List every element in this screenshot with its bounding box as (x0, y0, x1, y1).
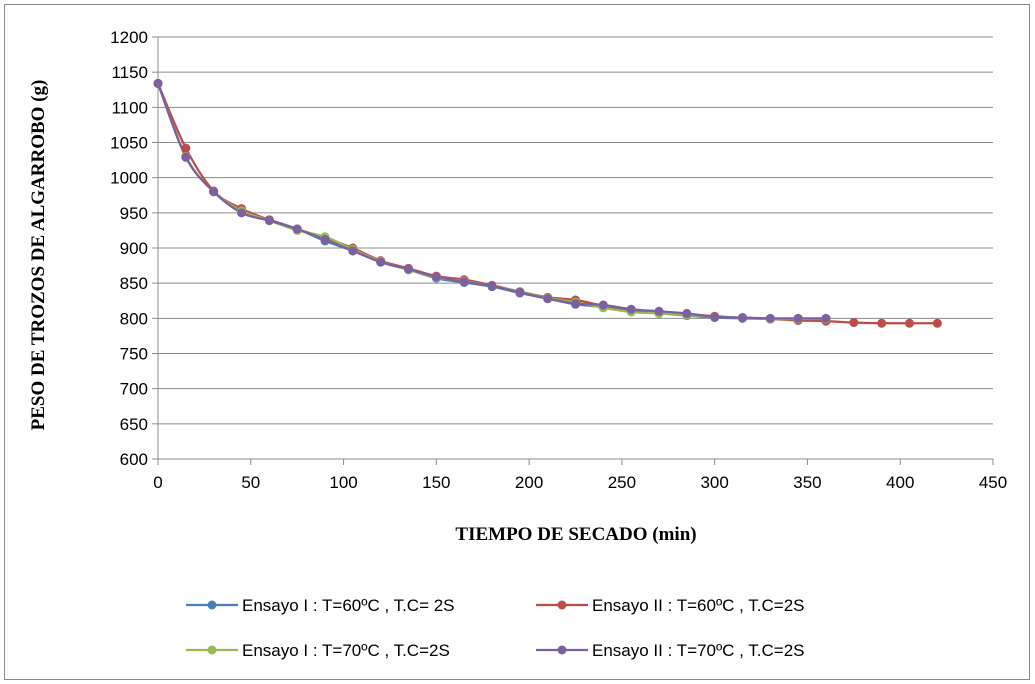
data-point-series-4 (515, 287, 525, 297)
legend-label: Ensayo I : T=60ºC , T.C= 2S (242, 596, 455, 615)
data-point-series-4 (376, 257, 386, 267)
data-point-series-4 (793, 313, 803, 323)
data-point-series-4 (682, 308, 692, 318)
y-tick-label: 1000 (110, 169, 148, 188)
data-point-series-4 (765, 313, 775, 323)
x-tick-label: 100 (329, 473, 357, 492)
series-points (153, 78, 942, 328)
data-point-series-4 (543, 294, 553, 304)
data-point-series-4 (181, 152, 191, 162)
data-point-series-4 (209, 187, 219, 197)
y-tick-label: 1100 (111, 98, 148, 117)
x-tick-label: 200 (515, 473, 543, 492)
gridlines (152, 36, 993, 460)
data-point-series-4 (459, 277, 469, 287)
y-tick-label: 1200 (110, 28, 148, 47)
legend-item-4: Ensayo II : T=70ºC , T.C=2S (536, 641, 805, 660)
data-point-series-4 (431, 272, 441, 282)
data-point-series-4 (292, 224, 302, 234)
x-tick-label: 350 (793, 473, 821, 492)
y-tick-label: 950 (120, 204, 148, 223)
data-point-series-2 (905, 318, 914, 328)
legend-item-1: Ensayo I : T=60ºC , T.C= 2S (186, 596, 455, 615)
legend-marker (207, 645, 217, 655)
data-point-series-4 (571, 299, 580, 309)
y-tick-label: 800 (120, 309, 148, 328)
data-point-series-2 (181, 143, 191, 153)
x-tick-label: 250 (608, 473, 636, 492)
x-tick-label: 450 (979, 473, 1007, 492)
legend: Ensayo I : T=60ºC , T.C= 2S Ensayo II : T… (186, 596, 805, 660)
x-axis-title: TIEMPO DE SECADO (min) (455, 524, 696, 545)
x-tick-label: 300 (700, 473, 728, 492)
data-point-series-2 (932, 318, 942, 328)
data-point-series-2 (849, 318, 859, 328)
data-point-series-2 (877, 318, 887, 328)
y-tick-label: 750 (120, 345, 148, 364)
series-lines (156, 82, 938, 325)
x-tick-label: 400 (886, 473, 914, 492)
legend-label: Ensayo I : T=70ºC , T.C=2S (242, 641, 450, 660)
x-tick-label: 0 (153, 473, 162, 492)
legend-label: Ensayo II : T=60ºC , T.C=2S (592, 596, 805, 615)
x-tick-label: 50 (241, 473, 260, 492)
legend-marker (557, 600, 567, 610)
data-point-series-4 (487, 281, 497, 291)
data-point-series-4 (320, 235, 330, 245)
chart-frame (4, 4, 1030, 680)
y-tick-label: 650 (120, 415, 148, 434)
y-axis-title: PESO DE TROZOS DE ALGARROBO (g) (28, 80, 49, 431)
data-point-series-4 (598, 300, 608, 310)
legend-item-3: Ensayo I : T=70ºC , T.C=2S (186, 641, 450, 660)
legend-marker (207, 600, 217, 610)
y-tick-label: 850 (120, 274, 148, 293)
data-point-series-4 (626, 304, 636, 314)
data-point-series-4 (348, 246, 358, 256)
x-tick-label: 150 (422, 473, 450, 492)
data-point-series-4 (738, 313, 747, 323)
data-point-series-4 (404, 264, 413, 274)
legend-label: Ensayo II : T=70ºC , T.C=2S (592, 641, 805, 660)
y-tick-label: 1050 (110, 134, 148, 153)
y-tick-label: 1150 (111, 63, 148, 82)
data-point-series-4 (821, 313, 831, 323)
data-point-series-4 (153, 78, 163, 88)
legend-marker (557, 645, 567, 655)
y-tick-label: 600 (120, 450, 148, 469)
y-tick-label: 900 (120, 239, 148, 258)
data-point-series-4 (237, 208, 246, 218)
data-point-series-4 (264, 216, 274, 226)
x-tick-labels: 0 50 100 150 200 250 300 350 400 450 (153, 473, 1007, 492)
y-tick-label: 700 (120, 380, 148, 399)
data-point-series-4 (710, 312, 720, 322)
axes (157, 37, 994, 465)
y-tick-labels: 600 650 700 750 800 850 900 950 1000 1050 1100 1150… (110, 28, 148, 469)
legend-item-2: Ensayo II : T=60ºC , T.C=2S (536, 596, 805, 615)
data-point-series-4 (654, 306, 664, 316)
series-line-2 (156, 82, 938, 325)
